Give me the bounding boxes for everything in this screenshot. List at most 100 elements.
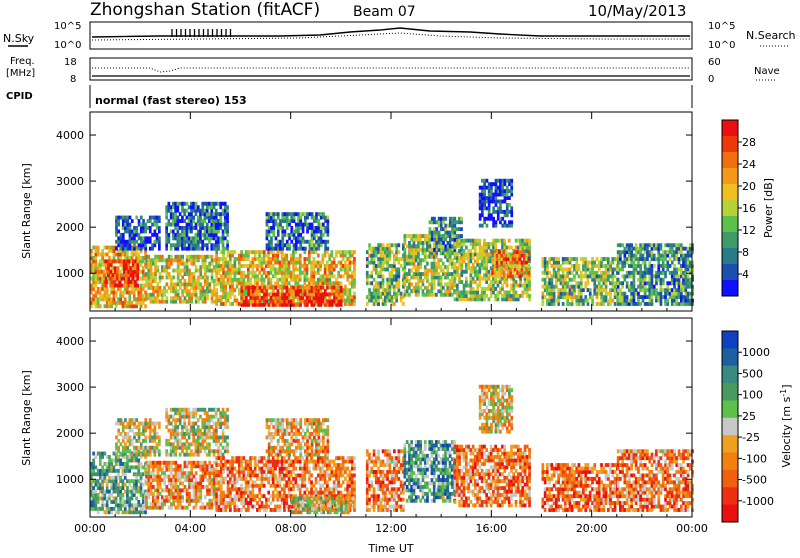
echo-cell (188, 226, 191, 230)
echo-cell (299, 243, 302, 247)
echo-cell (97, 500, 100, 504)
echo-cell (140, 462, 143, 466)
echo-cell (386, 243, 389, 247)
echo-cell (472, 256, 475, 260)
echo-cell (404, 238, 407, 242)
echo-cell (514, 264, 517, 268)
echo-cell (503, 239, 506, 243)
echo-cell (557, 261, 560, 265)
echo-cell (377, 247, 380, 251)
echo-cell (286, 296, 289, 300)
echo-cell (687, 292, 690, 296)
echo-cell (286, 286, 289, 290)
echo-cell (551, 295, 554, 299)
echo-cell (275, 247, 278, 251)
echo-cell (614, 302, 617, 306)
echo-cell (675, 250, 678, 254)
echo-cell (510, 294, 513, 298)
echo-cell (353, 285, 356, 289)
echo-cell (442, 293, 445, 297)
echo-cell (446, 293, 449, 297)
echo-cell (284, 230, 287, 234)
echo-cell (224, 212, 227, 216)
echo-cell (486, 179, 489, 183)
echo-cell (154, 453, 157, 457)
echo-cell (440, 227, 443, 231)
echo-cell (410, 238, 413, 242)
echo-cell (106, 246, 109, 250)
echo-cell (286, 216, 289, 220)
echo-cell (342, 264, 345, 268)
echo-cell (95, 280, 98, 284)
echo-cell (628, 264, 631, 268)
echo-cell (283, 274, 286, 278)
echo-cell (313, 286, 316, 290)
echo-cell (254, 303, 257, 307)
echo-cell (170, 289, 173, 293)
echo-cell (95, 507, 98, 511)
echo-cell (664, 257, 667, 261)
echo-cell (426, 269, 429, 273)
echo-cell (241, 289, 244, 293)
echo-cell (573, 274, 576, 278)
echo-cell (591, 295, 594, 299)
echo-cell (446, 286, 449, 290)
echo-cell (283, 254, 286, 258)
echo-cell (456, 287, 459, 291)
echo-cell (168, 265, 171, 269)
echo-cell (481, 203, 484, 207)
echo-cell (624, 254, 627, 258)
echo-cell (609, 288, 612, 292)
echo-cell (481, 297, 484, 301)
echo-cell (95, 256, 98, 260)
echo-cell (315, 264, 318, 268)
echo-cell (331, 271, 334, 275)
echo-cell (474, 291, 477, 295)
echo-cell (308, 296, 311, 300)
echo-cell (215, 243, 218, 247)
echo-cell (662, 281, 665, 285)
echo-cell (220, 295, 223, 299)
echo-cell (175, 296, 178, 300)
echo-cell (624, 302, 627, 306)
echo-cell (398, 268, 401, 272)
echo-cell (142, 510, 145, 514)
echo-cell (553, 302, 556, 306)
echo-cell (644, 250, 647, 254)
echo-cell (302, 296, 305, 300)
echo-cell (130, 284, 133, 288)
echo-cell (580, 281, 583, 285)
echo-cell (292, 271, 295, 275)
echo-cell (664, 271, 667, 275)
echo-cell (268, 240, 271, 244)
echo-cell (370, 295, 373, 299)
echo-cell (299, 261, 302, 265)
echo-cell (137, 256, 140, 260)
echo-cell (496, 274, 499, 278)
echo-cell (510, 220, 513, 224)
echo-cell (197, 276, 200, 280)
echo-cell (299, 296, 302, 300)
echo-cell (295, 243, 298, 247)
echo-cell (512, 297, 515, 301)
echo-cell (440, 224, 443, 228)
echo-cell (266, 236, 269, 240)
echo-cell (598, 292, 601, 296)
echo-cell (181, 205, 184, 209)
echo-cell (306, 240, 309, 244)
echo-cell (644, 243, 647, 247)
echo-cell (644, 288, 647, 292)
echo-cell (470, 284, 473, 288)
echo-cell (295, 226, 298, 230)
echo-cell (689, 254, 692, 258)
echo-cell (398, 271, 401, 275)
echo-cell (236, 299, 239, 303)
nave-line (92, 68, 690, 72)
echo-cell (192, 247, 195, 251)
echo-cell (479, 284, 482, 288)
echo-cell (528, 239, 531, 243)
echo-cell (101, 486, 104, 490)
echo-cell (454, 266, 457, 270)
echo-cell (126, 291, 129, 295)
